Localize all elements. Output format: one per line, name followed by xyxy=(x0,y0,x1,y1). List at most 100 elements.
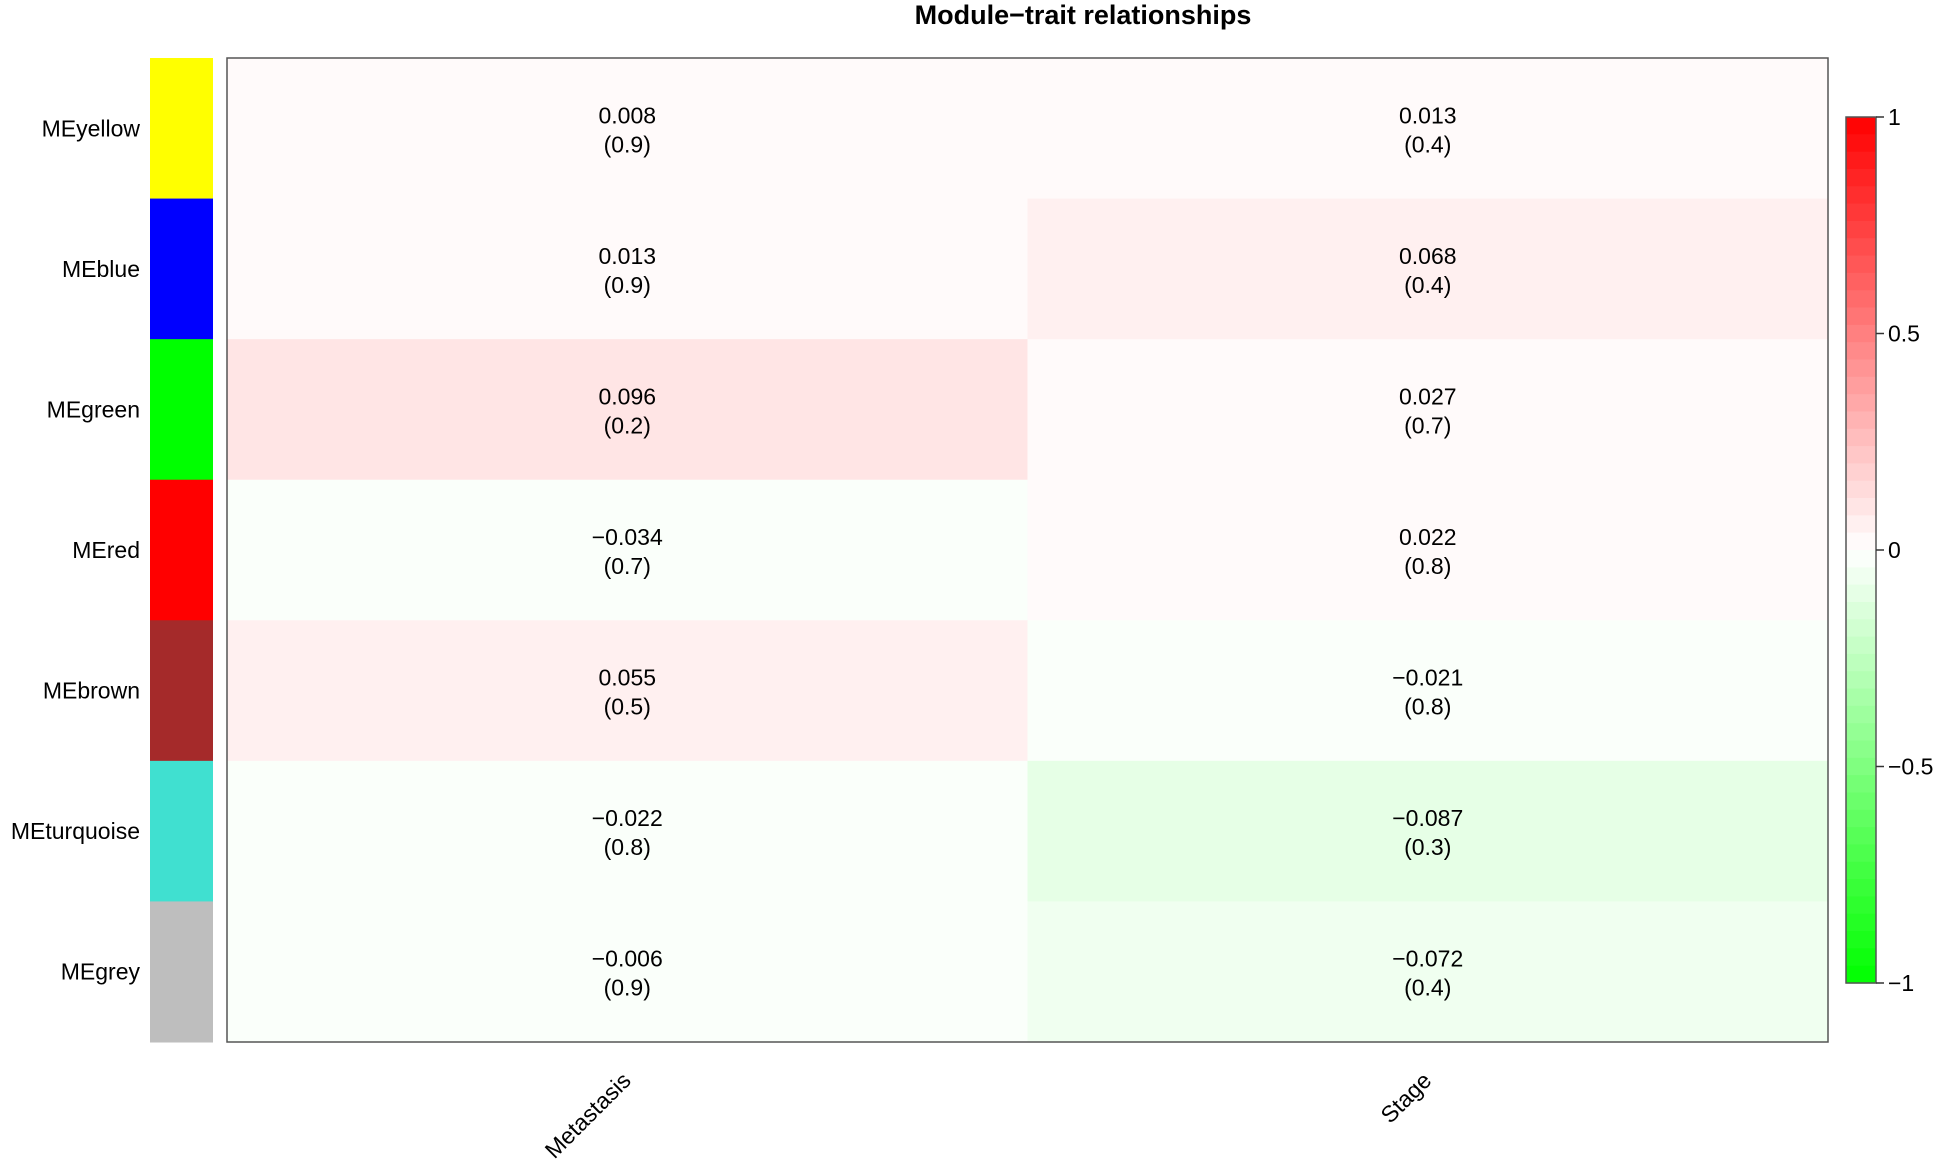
heatmap-cells: 0.008 (0.9) 0.013 (0.4) 0.013 (0.9) 0.068 (0.4)… xyxy=(227,58,1829,1043)
legend-swatch xyxy=(1846,515,1876,534)
legend-swatch xyxy=(1846,896,1876,915)
legend-swatch xyxy=(1846,653,1876,672)
legend-swatch xyxy=(1846,844,1876,863)
legend-swatch xyxy=(1846,740,1876,759)
legend-swatch xyxy=(1846,705,1876,724)
heatmap-cell xyxy=(1027,58,1829,200)
legend-swatch xyxy=(1846,394,1876,413)
heatmap-cell xyxy=(1027,620,1829,762)
legend-swatch xyxy=(1846,550,1876,568)
legend-swatch xyxy=(1846,463,1876,482)
cell-correlation-label: −0.022 xyxy=(592,805,663,831)
cell-pvalue-label: (0.9) xyxy=(604,272,651,298)
legend-swatch xyxy=(1846,792,1876,811)
heatmap-cell xyxy=(1027,901,1829,1043)
module-color-swatch xyxy=(150,198,213,340)
legend-swatch xyxy=(1846,931,1876,949)
cell-pvalue-label: (0.4) xyxy=(1404,975,1451,1001)
heatmap-cell xyxy=(227,901,1028,1043)
cell-correlation-label: −0.006 xyxy=(592,946,663,972)
heatmap-cell xyxy=(1027,479,1829,621)
legend-tick-label: 0.5 xyxy=(1888,321,1920,347)
cell-pvalue-label: (0.8) xyxy=(604,834,651,860)
legend-swatch xyxy=(1846,827,1876,846)
cell-correlation-label: 0.055 xyxy=(598,665,656,691)
row-label: MEblue xyxy=(62,256,140,282)
cell-correlation-label: 0.013 xyxy=(1399,102,1457,128)
legend-swatch xyxy=(1846,775,1876,794)
heatmap-cell xyxy=(227,339,1028,481)
cell-correlation-label: 0.027 xyxy=(1399,383,1457,409)
legend-swatch xyxy=(1846,186,1876,205)
legend-swatch xyxy=(1846,567,1876,586)
cell-pvalue-label: (0.2) xyxy=(604,412,651,438)
color-legend: 1 0.5 0 −0.5 −1 xyxy=(1845,104,1933,996)
module-color-bar xyxy=(150,58,213,1043)
module-color-swatch xyxy=(150,479,213,621)
legend-swatch xyxy=(1846,290,1876,309)
cell-pvalue-label: (0.7) xyxy=(1404,412,1451,438)
cell-pvalue-label: (0.4) xyxy=(1404,272,1451,298)
legend-swatch xyxy=(1846,359,1876,378)
cell-pvalue-label: (0.8) xyxy=(1404,553,1451,579)
cell-correlation-label: −0.072 xyxy=(1392,946,1463,972)
module-color-swatch xyxy=(150,58,213,200)
module-color-swatch xyxy=(150,620,213,762)
row-label: MEred xyxy=(72,537,140,563)
row-label: MEgrey xyxy=(61,959,141,985)
legend-swatch xyxy=(1846,584,1876,603)
legend-tick-label: −0.5 xyxy=(1888,754,1933,780)
legend-swatch xyxy=(1846,671,1876,690)
legend-swatch xyxy=(1846,446,1876,464)
heatmap-cell xyxy=(1027,198,1829,340)
legend-swatch xyxy=(1846,324,1876,343)
legend-swatch xyxy=(1846,809,1876,828)
legend-swatch xyxy=(1846,238,1876,257)
module-color-swatch xyxy=(150,339,213,481)
heatmap-cell xyxy=(227,620,1028,762)
cell-correlation-label: 0.022 xyxy=(1399,524,1457,550)
legend-swatch xyxy=(1846,411,1876,430)
legend-swatch xyxy=(1846,428,1876,447)
plot-frame xyxy=(226,57,1829,1043)
heatmap-cell xyxy=(227,198,1028,340)
legend-swatch xyxy=(1846,220,1876,239)
row-labels: MEyellow MEblue MEgreen MEred MEbrown MEturqu… xyxy=(11,115,141,984)
column-label: Metastasis xyxy=(540,1067,636,1163)
heatmap-cell xyxy=(227,479,1028,621)
cell-correlation-label: 0.068 xyxy=(1399,243,1457,269)
legend-swatch xyxy=(1846,636,1876,655)
cell-correlation-label: 0.008 xyxy=(598,102,656,128)
legend-swatch xyxy=(1846,255,1876,274)
cell-pvalue-label: (0.5) xyxy=(604,694,651,720)
legend-swatch xyxy=(1846,168,1876,187)
cell-pvalue-label: (0.8) xyxy=(1404,694,1451,720)
row-label: MEbrown xyxy=(43,678,140,704)
column-labels: Metastasis Stage xyxy=(540,1067,1437,1163)
legend-swatch xyxy=(1846,688,1876,707)
chart-title: Module−trait relationships xyxy=(915,0,1252,30)
legend-swatch xyxy=(1846,272,1876,291)
legend-swatch xyxy=(1846,342,1876,361)
column-label: Stage xyxy=(1375,1067,1436,1128)
cell-correlation-label: 0.013 xyxy=(598,243,656,269)
legend-swatch xyxy=(1846,117,1876,135)
module-color-swatch xyxy=(150,901,213,1043)
legend-swatch xyxy=(1846,948,1876,967)
cell-pvalue-label: (0.9) xyxy=(604,975,651,1001)
heatmap-cell xyxy=(1027,339,1829,481)
legend-swatch xyxy=(1846,532,1876,551)
heatmap-cell xyxy=(227,760,1028,902)
cell-correlation-label: −0.087 xyxy=(1392,805,1463,831)
legend-swatch xyxy=(1846,861,1876,880)
legend-swatch xyxy=(1846,879,1876,897)
row-label: MEturquoise xyxy=(11,818,140,844)
row-label: MEyellow xyxy=(42,115,141,141)
legend-swatch xyxy=(1846,307,1876,326)
legend-swatch xyxy=(1846,757,1876,776)
cell-correlation-label: −0.034 xyxy=(592,524,663,550)
legend-swatch xyxy=(1846,601,1876,620)
cell-pvalue-label: (0.4) xyxy=(1404,131,1451,157)
module-color-swatch xyxy=(150,760,213,902)
legend-tick-label: 1 xyxy=(1888,104,1901,130)
